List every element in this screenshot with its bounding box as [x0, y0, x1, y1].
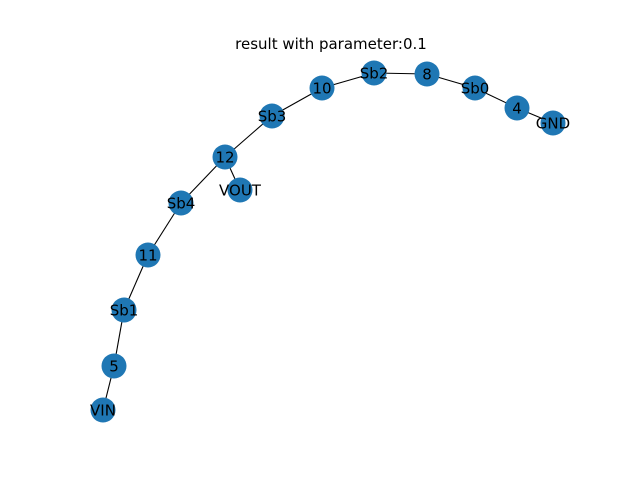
node-label: Sb2 — [360, 65, 389, 83]
node-circle — [101, 353, 127, 379]
node-sb3: Sb3 — [258, 103, 287, 129]
node-label: 10 — [312, 80, 331, 98]
node-circle — [259, 103, 285, 129]
node-circle — [168, 190, 194, 216]
node-sb0: Sb0 — [461, 75, 490, 101]
node-sb1: Sb1 — [110, 297, 139, 323]
nodes-layer: VIN 5 Sb1 11 Sb4 12 VOUT Sb3 10 Sb2 8 Sb0 4 GND — [90, 60, 570, 423]
node-circle — [111, 297, 137, 323]
node-label: 8 — [422, 66, 432, 84]
node-circle — [135, 242, 161, 268]
node-sb4: Sb4 — [167, 190, 196, 216]
node-circle — [227, 177, 253, 203]
figure-title: result with parameter:0.1 — [235, 35, 427, 53]
node-label: Sb1 — [110, 302, 139, 320]
node-label: Sb4 — [167, 195, 196, 213]
node-label: 11 — [138, 247, 157, 265]
node-circle — [462, 75, 488, 101]
node-label: Sb0 — [461, 80, 490, 98]
node-5: 5 — [101, 353, 127, 379]
edges-layer — [102, 72, 554, 411]
node-4: 4 — [504, 95, 530, 121]
node-circle — [504, 95, 530, 121]
node-label: Sb3 — [258, 108, 287, 126]
node-gnd: GND — [536, 110, 570, 136]
node-label: 12 — [215, 149, 234, 167]
node-label: VOUT — [219, 182, 262, 200]
node-label: GND — [536, 115, 570, 133]
node-sb2: Sb2 — [360, 60, 389, 86]
node-label: VIN — [90, 402, 116, 420]
node-vin: VIN — [90, 397, 116, 423]
node-8: 8 — [414, 61, 440, 87]
node-circle — [540, 110, 566, 136]
node-label: 4 — [512, 100, 522, 118]
node-circle — [90, 397, 116, 423]
node-12: 12 — [212, 144, 238, 170]
node-10: 10 — [309, 75, 335, 101]
node-circle — [309, 75, 335, 101]
node-11: 11 — [135, 242, 161, 268]
node-circle — [212, 144, 238, 170]
node-circle — [414, 61, 440, 87]
node-circle — [361, 60, 387, 86]
node-label: 5 — [109, 358, 119, 376]
node-vout: VOUT — [219, 177, 262, 203]
